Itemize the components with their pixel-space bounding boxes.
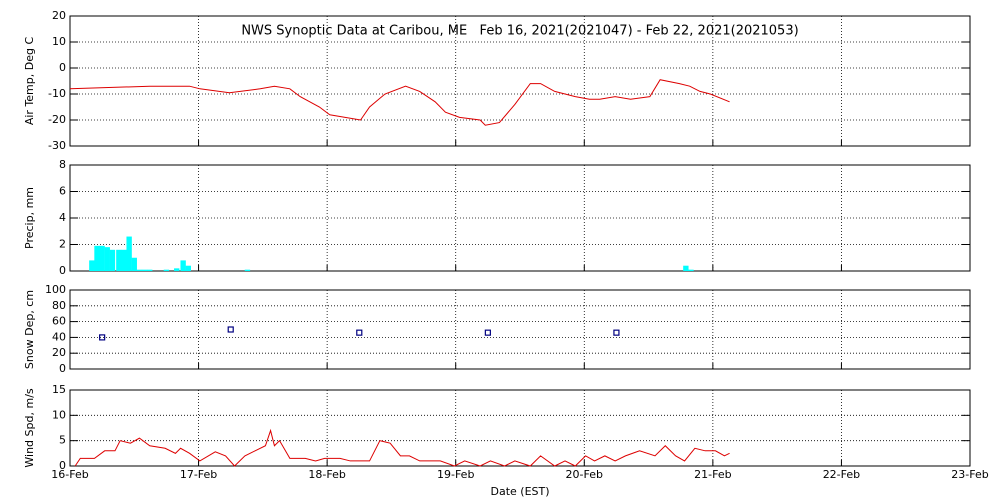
y-tick-label: -10 (48, 87, 66, 100)
bar (116, 249, 122, 271)
y-tick-label: 0 (59, 264, 66, 277)
bar (141, 269, 148, 271)
bar (180, 260, 186, 271)
bar (688, 269, 694, 271)
chart-title: NWS Synoptic Data at Caribou, ME Feb 16,… (241, 24, 798, 39)
x-tick-label: 22-Feb (823, 468, 860, 481)
y-axis-label: Air Temp, Deg C (23, 37, 36, 126)
y-axis-label: Snow Dep, cm (23, 290, 36, 369)
bar (104, 247, 110, 271)
y-tick-label: 5 (59, 434, 66, 447)
bar (163, 269, 170, 271)
y-axis-label: Wind Spd, m/s (23, 388, 36, 468)
bar (109, 249, 116, 271)
y-tick-label: 4 (59, 211, 66, 224)
y-tick-label: -30 (48, 139, 66, 152)
x-tick-label: 18-Feb (308, 468, 345, 481)
bar (94, 245, 100, 271)
y-tick-label: 80 (52, 299, 66, 312)
y-tick-label: 60 (52, 315, 66, 328)
bar (136, 269, 143, 271)
y-tick-label: 20 (52, 346, 66, 359)
bar (244, 269, 251, 271)
y-tick-label: 6 (59, 185, 66, 198)
y-axis-label: Precip, mm (23, 187, 36, 249)
bar (185, 265, 191, 271)
point (227, 326, 234, 333)
y-tick-label: 0 (59, 459, 66, 472)
x-tick-label: 20-Feb (566, 468, 603, 481)
y-tick-label: 40 (52, 330, 66, 343)
data-line (74, 428, 730, 467)
y-tick-label: -20 (48, 113, 66, 126)
point (99, 334, 106, 341)
y-tick-label: 2 (59, 238, 66, 251)
y-tick-label: 0 (59, 362, 66, 375)
bar (89, 260, 95, 271)
bar (121, 249, 127, 271)
data-line (69, 79, 730, 126)
point (356, 329, 363, 336)
x-tick-label: 17-Feb (180, 468, 217, 481)
bar (147, 269, 153, 271)
x-tick-label: 21-Feb (694, 468, 731, 481)
y-tick-label: 10 (52, 408, 66, 421)
y-tick-label: 10 (52, 35, 66, 48)
bar (683, 265, 689, 271)
plot-frame (69, 389, 971, 467)
bar (99, 245, 105, 271)
y-tick-label: 8 (59, 158, 66, 171)
bar (174, 268, 180, 271)
bar (131, 257, 137, 271)
x-tick-label: 19-Feb (437, 468, 474, 481)
point (613, 329, 620, 336)
y-tick-label: 20 (52, 9, 66, 22)
x-tick-label: 16-Feb (51, 468, 88, 481)
bar (126, 236, 132, 271)
plot-frame (69, 15, 971, 147)
x-tick-label: 23-Feb (951, 468, 988, 481)
point (484, 329, 491, 336)
y-tick-label: 0 (59, 61, 66, 74)
plot-frame (69, 164, 971, 272)
x-axis-label: Date (EST) (490, 485, 549, 498)
y-tick-label: 100 (45, 283, 66, 296)
plot-frame (69, 289, 971, 370)
y-tick-label: 15 (52, 383, 66, 396)
